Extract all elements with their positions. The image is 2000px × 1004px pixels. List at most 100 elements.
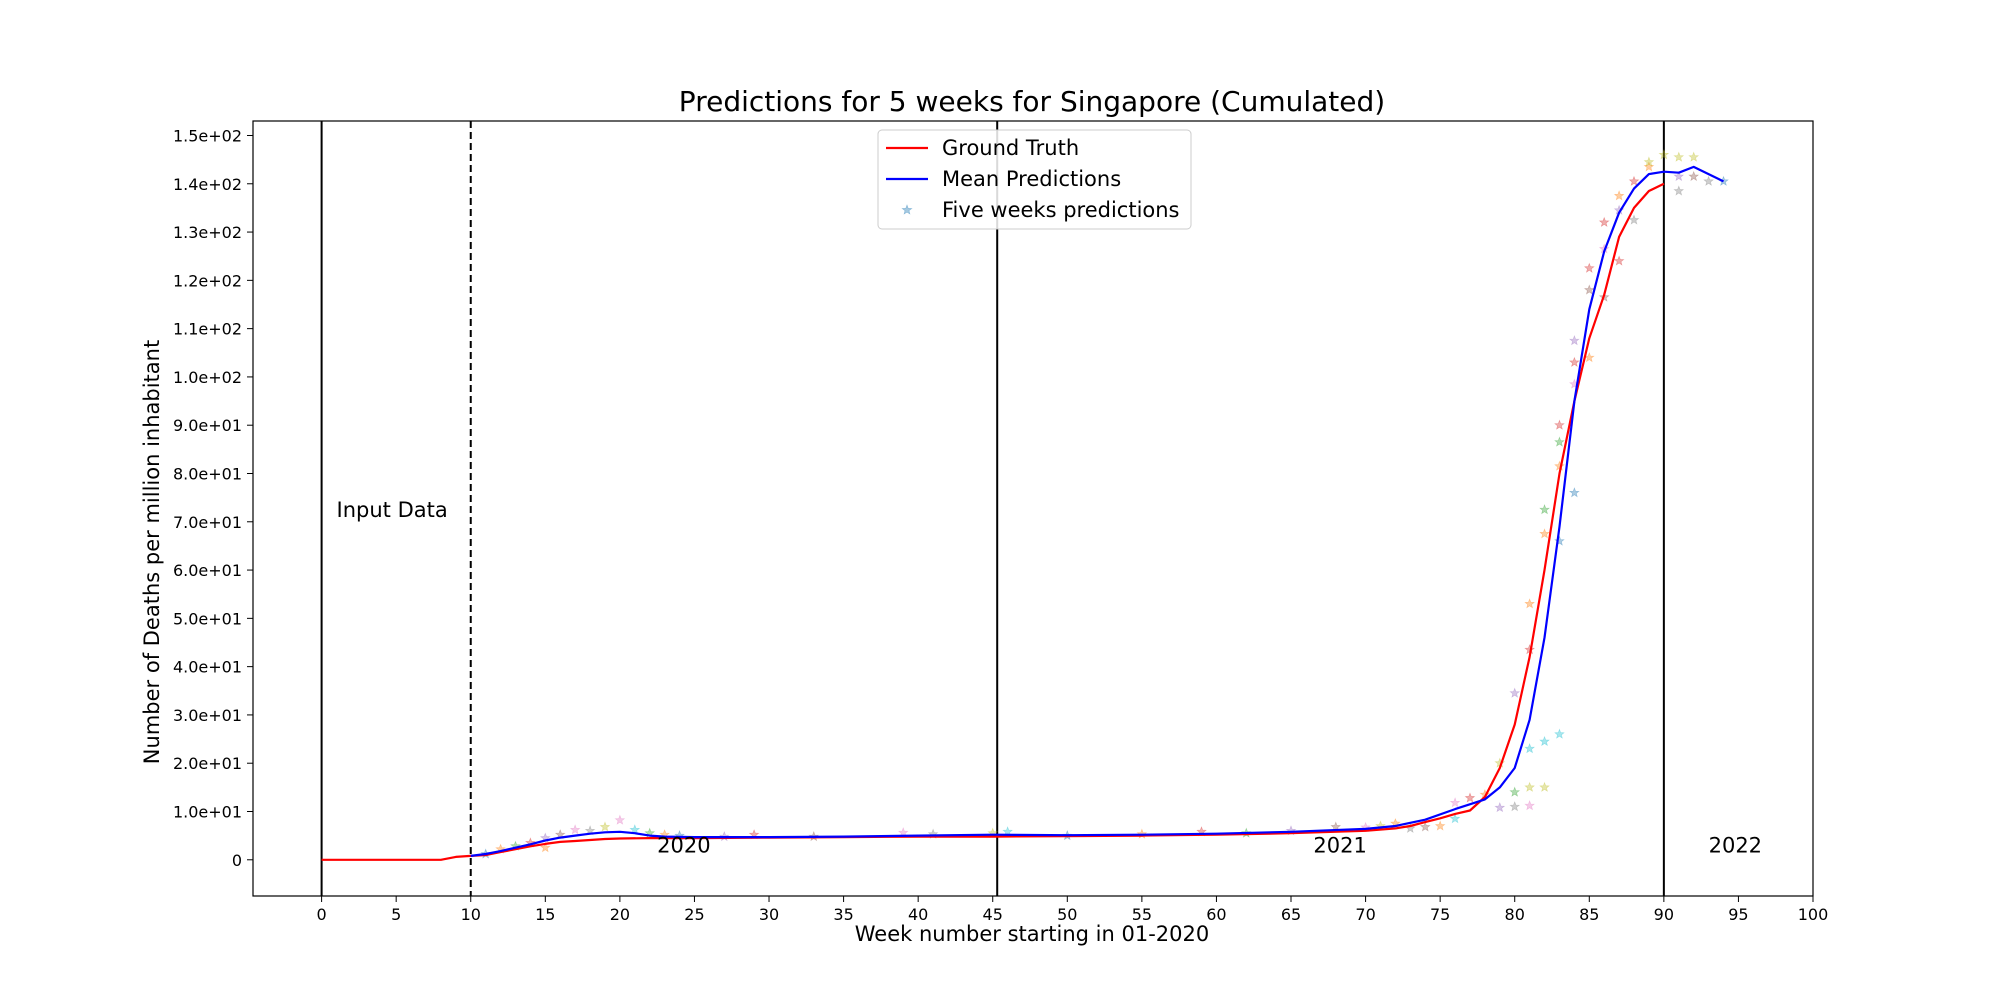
x-tick-label: 15 xyxy=(535,905,555,924)
prediction-star-point xyxy=(599,821,611,832)
y-tick-label: 1.5e+02 xyxy=(173,126,242,145)
prediction-star-point xyxy=(1464,792,1476,803)
prediction-star-point xyxy=(1568,335,1580,346)
prediction-star-point xyxy=(1628,214,1640,225)
prediction-star-point xyxy=(1509,687,1521,698)
x-tick-label: 5 xyxy=(391,905,401,924)
plot-area: 0 5 10 15 20 25 30 35 40 45 50 55 60 65 70 75 80 85 90 95 10… xyxy=(173,120,1829,924)
annotation-2021: 2021 xyxy=(1313,834,1366,858)
legend-star-marker xyxy=(901,204,913,215)
prediction-star-point xyxy=(1509,801,1521,812)
prediction-star-point xyxy=(1554,535,1565,546)
y-tick-label: 1.4e+02 xyxy=(173,175,242,194)
prediction-star-point xyxy=(1539,528,1550,539)
prediction-star-point xyxy=(1643,156,1655,167)
x-tick-label: 60 xyxy=(1206,905,1226,924)
x-tick-label: 100 xyxy=(1798,905,1829,924)
prediction-star-point xyxy=(1554,419,1565,430)
x-tick-label: 65 xyxy=(1281,905,1301,924)
y-tick-label: 8.0e+01 xyxy=(173,464,242,483)
prediction-star-point xyxy=(1583,284,1595,295)
x-tick-label: 55 xyxy=(1132,905,1152,924)
x-tick-label: 75 xyxy=(1430,905,1450,924)
chart-title: Predictions for 5 weeks for Singapore (C… xyxy=(679,85,1385,118)
mean-predictions-line xyxy=(470,165,1724,857)
prediction-star-point xyxy=(1568,356,1580,368)
prediction-star-point xyxy=(1434,820,1446,831)
legend-ground-truth-label: Ground Truth xyxy=(942,136,1079,160)
x-tick-label: 90 xyxy=(1654,905,1674,924)
prediction-star-point xyxy=(1419,821,1431,832)
prediction-star-point xyxy=(1524,743,1536,754)
y-tick-label: 1.0e+01 xyxy=(173,802,242,821)
legend: Ground Truth Mean Predictions Five weeks… xyxy=(877,129,1192,230)
y-tick-label: 2.0e+01 xyxy=(173,754,242,773)
prediction-star-point xyxy=(1613,255,1625,266)
prediction-star-point xyxy=(1628,175,1640,186)
prediction-star-point xyxy=(1673,151,1685,162)
prediction-star-point xyxy=(1524,598,1535,609)
prediction-star-point xyxy=(1524,800,1536,811)
legend-box xyxy=(877,129,1192,230)
x-tick-label: 85 xyxy=(1579,905,1599,924)
prediction-star-point xyxy=(614,814,626,825)
y-tick-label: 9.0e+01 xyxy=(173,416,242,435)
y-tick-label: 1.2e+02 xyxy=(173,271,242,290)
prediction-star-point xyxy=(1568,487,1580,498)
y-tick-label: 3.0e+01 xyxy=(173,706,242,725)
annotation-2022: 2022 xyxy=(1709,834,1762,858)
y-tick-label: 1.0e+02 xyxy=(173,368,242,387)
prediction-star-point xyxy=(1539,504,1550,515)
prediction-star-point xyxy=(1673,185,1685,196)
y-tick-label: 1.1e+02 xyxy=(173,320,242,339)
y-tick-label: 5.0e+01 xyxy=(173,609,242,628)
prediction-star-point xyxy=(1494,801,1506,813)
prediction-star-point xyxy=(1688,170,1700,182)
y-tick-label: 1.3e+02 xyxy=(173,223,242,242)
x-tick-label: 45 xyxy=(983,905,1003,924)
x-tick-label: 25 xyxy=(684,905,704,924)
prediction-star-point xyxy=(629,824,641,835)
y-tick-label: 4.0e+01 xyxy=(173,658,242,677)
prediction-star-point xyxy=(1539,781,1550,792)
prediction-star-point xyxy=(1449,797,1461,808)
prediction-star-point xyxy=(1673,170,1685,182)
prediction-star-point xyxy=(1539,735,1550,747)
x-tick-label: 80 xyxy=(1505,905,1525,924)
x-tick-label: 70 xyxy=(1355,905,1375,924)
prediction-star-point xyxy=(1524,781,1535,792)
prediction-star-point xyxy=(569,824,581,835)
prediction-star-point xyxy=(1688,151,1700,162)
prediction-star-point xyxy=(1643,161,1655,172)
x-tick-label: 20 xyxy=(610,905,630,924)
legend-five-weeks-label: Five weeks predictions xyxy=(942,198,1180,222)
prediction-star-point xyxy=(1449,813,1461,824)
prediction-star-point xyxy=(539,842,551,853)
x-tick-label: 30 xyxy=(759,905,779,924)
prediction-star-point xyxy=(1554,436,1565,447)
annotation-input-data: Input Data xyxy=(337,498,448,522)
plot-frame xyxy=(252,120,1814,897)
y-tick-label: 0 xyxy=(232,851,242,870)
x-tick-label: 50 xyxy=(1057,905,1077,924)
y-tick-label: 7.0e+01 xyxy=(173,513,242,532)
x-tick-label: 35 xyxy=(833,905,853,924)
y-tick-label: 6.0e+01 xyxy=(173,561,242,580)
prediction-star-point xyxy=(1554,728,1565,739)
prediction-star-point xyxy=(1598,216,1610,228)
x-tick-label: 0 xyxy=(317,905,327,924)
prediction-star-point xyxy=(1613,190,1625,201)
ground-truth-line xyxy=(321,182,1665,861)
annotation-2020: 2020 xyxy=(657,834,710,858)
legend-mean-predictions-label: Mean Predictions xyxy=(942,167,1121,191)
prediction-star-point xyxy=(1703,175,1715,186)
x-axis-title: Week number starting in 01-2020 xyxy=(855,922,1209,946)
x-tick-label: 10 xyxy=(461,905,481,924)
legend-five-weeks-star-icon xyxy=(901,204,913,215)
prediction-star-point xyxy=(1509,786,1521,797)
y-axis-title: Number of Deaths per million inhabitant xyxy=(140,340,164,764)
prediction-star-point xyxy=(1583,262,1595,273)
prediction-star-point xyxy=(1658,149,1670,160)
